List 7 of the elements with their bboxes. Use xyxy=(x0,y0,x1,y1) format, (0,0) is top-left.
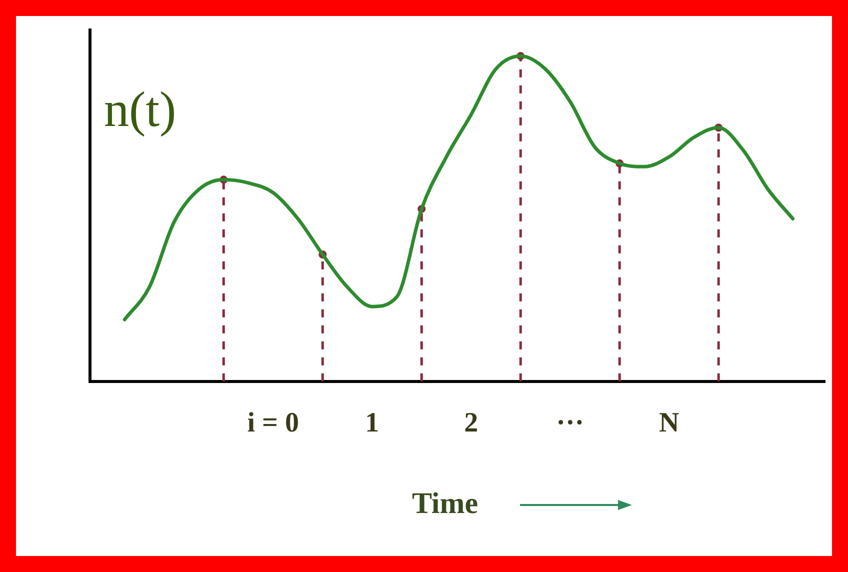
x-tick-label: 2 xyxy=(464,407,478,438)
x-tick-label: N xyxy=(658,407,680,438)
x-tick-label: ··· xyxy=(556,407,584,438)
x-axis-title: Time xyxy=(412,486,478,520)
y-axis-title: n(t) xyxy=(104,81,176,138)
x-tick-label: i = 0 xyxy=(247,407,299,438)
x-tick-label: 1 xyxy=(365,407,380,438)
